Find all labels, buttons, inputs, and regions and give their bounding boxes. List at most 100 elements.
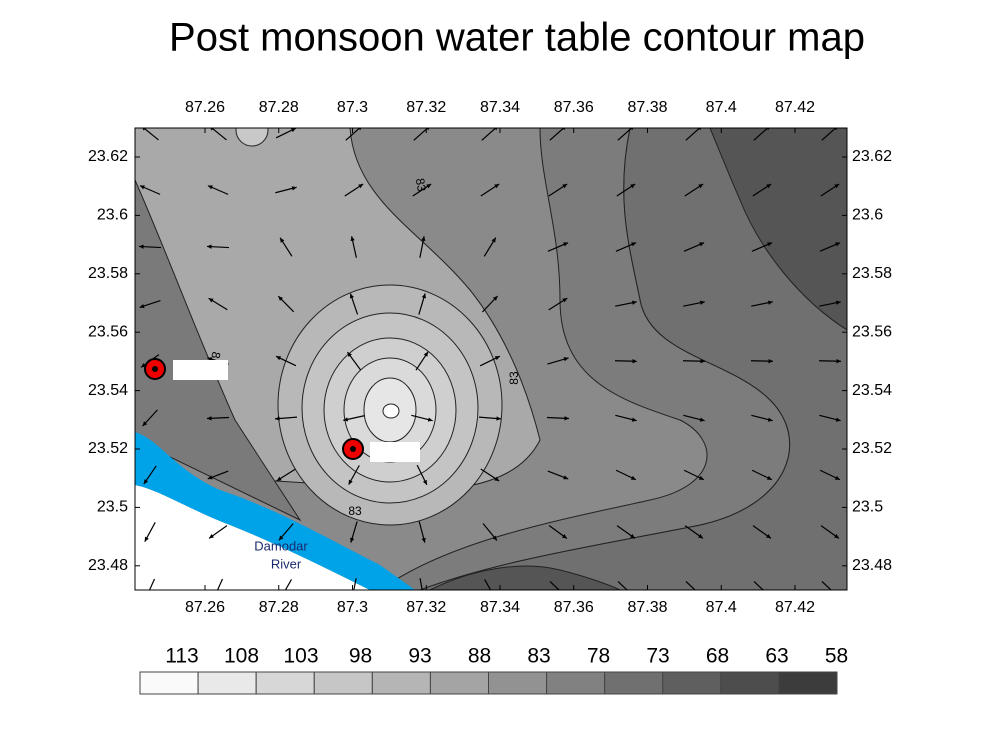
arrow-head xyxy=(421,236,426,242)
x-tick-label: 87.36 xyxy=(554,99,594,116)
arrow-head xyxy=(145,594,149,599)
arrow-head xyxy=(766,475,772,480)
arrow-head xyxy=(348,479,353,485)
contour-zone xyxy=(709,128,847,331)
flow-arrow xyxy=(484,579,492,590)
arrow-head xyxy=(491,594,495,599)
arrow-head xyxy=(423,351,429,357)
flow-arrow xyxy=(419,578,423,590)
y-tick-label: 23.62 xyxy=(88,148,128,165)
arrow-head xyxy=(631,300,637,305)
arrow-head xyxy=(765,592,770,597)
arrow-head xyxy=(561,534,567,539)
color-legend: 113 108 103 98 93 88 83 78 73 68 63 58 xyxy=(139,645,848,695)
land xyxy=(135,485,370,590)
x-tick-label: 87.34 xyxy=(480,99,520,116)
arrow-head xyxy=(139,244,144,249)
arrow-head xyxy=(358,128,362,131)
arrow-head xyxy=(630,475,636,480)
arrow-head xyxy=(834,183,840,189)
arrow-head xyxy=(347,352,352,358)
well-marker xyxy=(342,438,364,460)
river-label: Damodar xyxy=(254,538,308,553)
y-tick-label: 23.5 xyxy=(852,499,883,516)
legend-label: 103 xyxy=(283,645,318,668)
arrow-head xyxy=(491,237,496,243)
arrow-head xyxy=(631,417,637,422)
arrow-head xyxy=(421,293,426,299)
arrow-head xyxy=(291,186,297,191)
y-tick-label: 23.6 xyxy=(852,207,883,224)
arrow-head xyxy=(209,533,214,539)
arrow-head xyxy=(492,535,497,541)
y-tick-label: 23.6 xyxy=(97,207,128,224)
river-label: River xyxy=(271,556,302,571)
blank-label xyxy=(370,442,420,462)
contour xyxy=(235,128,269,147)
arrow-head xyxy=(494,183,500,189)
legend-swatch xyxy=(604,671,664,695)
legend-label: 68 xyxy=(706,645,729,668)
river xyxy=(135,432,415,590)
flow-arrow xyxy=(753,581,764,590)
arrow-head xyxy=(632,358,637,364)
arrow-head xyxy=(280,237,285,243)
legend-label: 78 xyxy=(587,645,610,668)
flow-arrow xyxy=(216,578,224,590)
arrow-head xyxy=(421,537,426,543)
contour-label: 83 xyxy=(348,504,362,518)
x-tick-label: 87.38 xyxy=(627,599,667,616)
x-tick-label: 87.3 xyxy=(337,99,368,116)
arrow-head xyxy=(343,417,349,422)
arrow-head xyxy=(426,128,430,131)
arrow-head xyxy=(276,356,282,361)
contour-label: 83 xyxy=(507,371,521,385)
arrow-head xyxy=(207,185,213,190)
x-tick-label: 87.3 xyxy=(337,599,368,616)
arrow-head xyxy=(143,479,149,485)
flow-arrow xyxy=(685,581,696,590)
arrow-head xyxy=(835,242,841,247)
flow-arrow xyxy=(617,581,628,590)
x-tick-label: 87.32 xyxy=(406,599,446,616)
arrow-head xyxy=(278,535,284,541)
y-tick-label: 23.52 xyxy=(88,440,128,457)
blank-label xyxy=(173,360,228,380)
x-tick-label: 87.36 xyxy=(554,599,594,616)
y-tick-label: 23.52 xyxy=(852,440,892,457)
legend-swatch xyxy=(255,671,315,695)
arrow-head xyxy=(210,128,214,131)
arrow-head xyxy=(697,592,702,597)
arrow-head xyxy=(142,421,148,427)
arrow-head xyxy=(630,183,636,189)
arrow-head xyxy=(562,183,568,189)
arrow-head xyxy=(630,533,635,539)
arrow-head xyxy=(699,417,705,422)
y-tick-label: 23.54 xyxy=(852,382,892,399)
legend-label: 113 xyxy=(165,645,198,668)
arrow-head xyxy=(207,244,212,249)
arrow-head xyxy=(290,128,296,133)
y-tick-label: 23.56 xyxy=(852,323,892,340)
arrow-head xyxy=(631,242,637,247)
contour-label: 83 xyxy=(413,177,429,193)
arrow-head xyxy=(142,128,146,131)
arrow-head xyxy=(698,475,704,480)
arrow-head xyxy=(426,183,432,189)
arrow-head xyxy=(564,416,569,421)
x-tick-label: 87.42 xyxy=(775,599,815,616)
arrow-head xyxy=(144,536,149,542)
legend-swatch xyxy=(546,671,606,695)
x-tick-label: 87.28 xyxy=(259,599,299,616)
arrow-head xyxy=(563,357,569,362)
arrow-head xyxy=(768,358,773,364)
arrow-head xyxy=(494,128,498,131)
legend-label: 63 xyxy=(765,645,788,668)
contour-label: 8 xyxy=(208,351,223,360)
arrow-head xyxy=(275,416,280,421)
axes: 87.26 87.26 87.28 87.28 87.3 87.3 87.32 87.32 87… xyxy=(88,99,892,616)
arrow-head xyxy=(562,128,566,131)
arrow-head xyxy=(207,416,212,421)
arrow-head xyxy=(280,594,284,599)
